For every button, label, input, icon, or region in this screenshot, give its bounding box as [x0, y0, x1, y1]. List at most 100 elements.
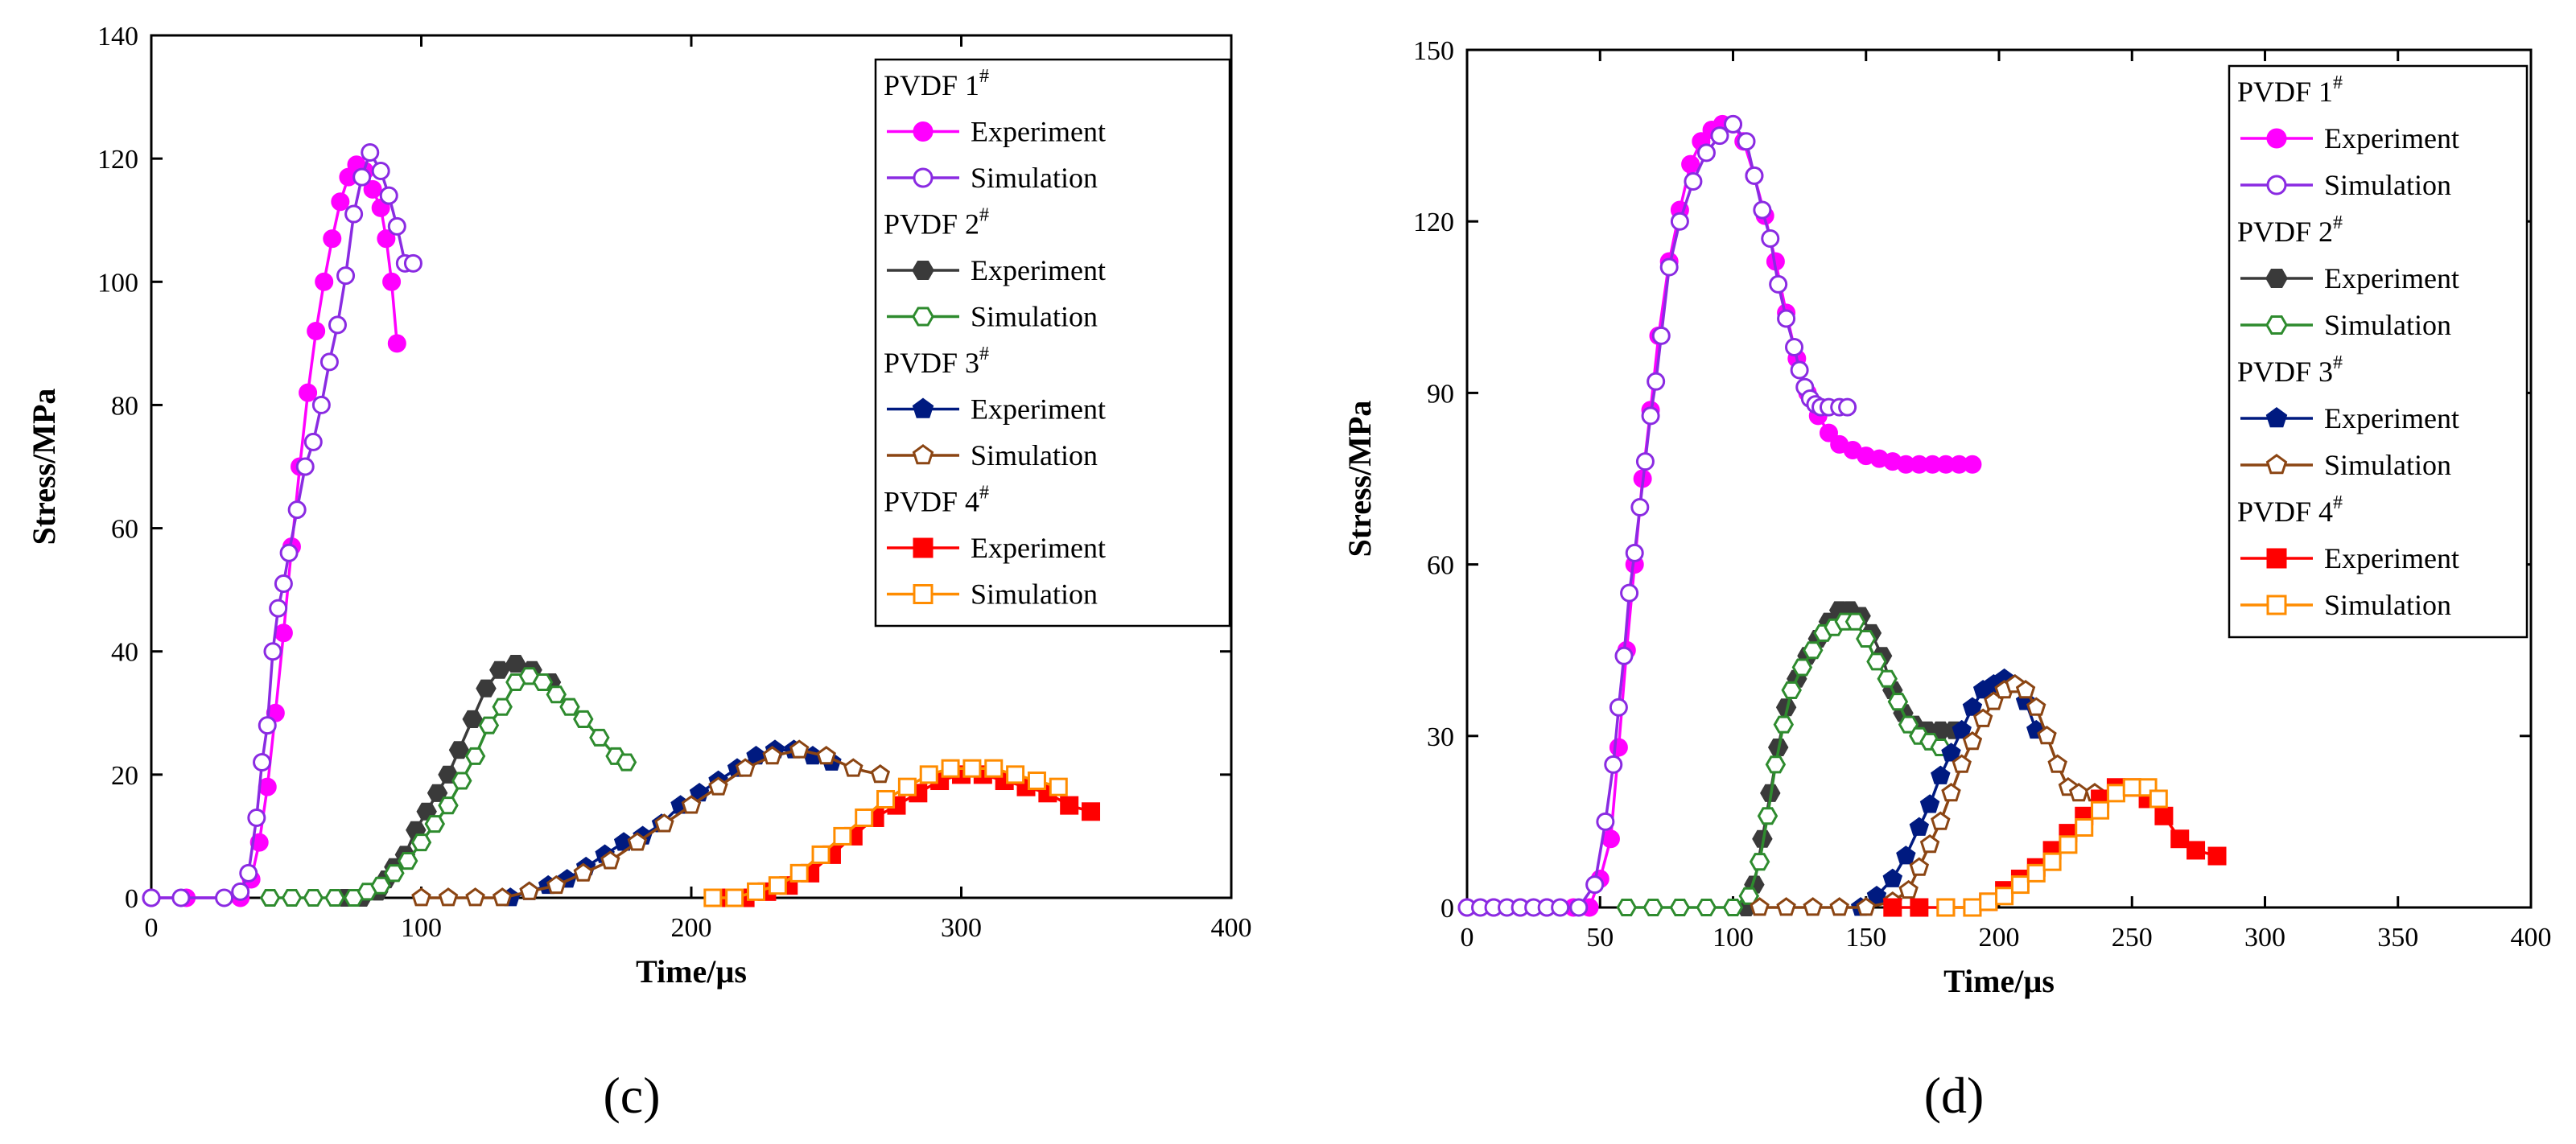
data-point [1962, 697, 1983, 716]
data-point [1753, 200, 1772, 220]
data-point [247, 808, 266, 827]
data-point [876, 789, 896, 809]
data-point [315, 272, 334, 291]
data-point [1585, 875, 1605, 895]
data-point [505, 655, 526, 673]
data-point [1724, 114, 1742, 134]
data-point [1696, 143, 1716, 163]
legend-group-label: PVDF 1 [884, 69, 979, 101]
data-point [1995, 887, 2014, 906]
data-point [1604, 755, 1623, 774]
x-tick-label: 200 [1979, 923, 2020, 953]
data-point [2187, 841, 2206, 860]
data-point [239, 863, 258, 883]
x-axis-title: Time/µs [1943, 963, 2055, 999]
data-point [464, 747, 486, 765]
data-point [281, 889, 303, 907]
data-point [1963, 898, 1982, 917]
data-point [382, 272, 402, 291]
data-point [2149, 789, 2168, 809]
legend-marker [913, 584, 934, 604]
data-point [1909, 857, 1930, 876]
data-point [1601, 829, 1620, 849]
data-point [363, 179, 382, 199]
data-point [941, 759, 960, 778]
data-point [258, 777, 277, 796]
data-point [897, 777, 917, 796]
x-tick-label: 200 [671, 913, 712, 943]
legend-marker [912, 307, 934, 327]
data-point [142, 888, 161, 907]
x-tick-label: 350 [2377, 923, 2418, 953]
data-point [1670, 212, 1689, 231]
data-point [303, 889, 324, 907]
data-point [1614, 646, 1634, 665]
data-point [2037, 725, 2057, 745]
data-point [1791, 658, 1813, 677]
y-tick-label: 120 [97, 145, 138, 175]
data-point [1930, 721, 1952, 739]
legend-group-label: PVDF 4 [2237, 496, 2333, 528]
data-point [1722, 899, 1744, 916]
data-point [269, 599, 288, 618]
data-point [1777, 309, 1796, 328]
legend-entry-label: Simulation [971, 301, 1098, 333]
data-point [546, 874, 567, 895]
data-point [681, 795, 702, 814]
data-point [274, 623, 293, 643]
legend-group-title: PVDF 1# [884, 66, 989, 101]
data-point [231, 882, 250, 901]
data-point [411, 887, 431, 907]
data-point [2026, 863, 2046, 883]
data-point [962, 759, 982, 778]
data-point [438, 887, 459, 907]
legend-entry-label: Simulation [971, 439, 1098, 471]
data-point [1630, 498, 1650, 517]
data-point [1642, 899, 1664, 916]
x-tick-label: 300 [2244, 923, 2285, 953]
legend-entry-label: Experiment [971, 116, 1106, 148]
data-point [451, 772, 472, 790]
y-tick-label: 150 [1413, 36, 1454, 66]
x-tick-label: 400 [1211, 913, 1252, 943]
legend-marker [912, 261, 934, 280]
series-2-1 [1750, 673, 2105, 916]
data-point [448, 741, 470, 759]
x-tick-label: 0 [145, 913, 159, 943]
data-point [2075, 818, 2094, 837]
data-point [1866, 652, 1887, 671]
data-point [768, 876, 787, 895]
data-point [410, 833, 432, 852]
chart-panel-1: 0 50 100 150 200 250 300 350 400 0 30 60 90 120 150 Tim… [1342, 36, 2552, 1124]
data-point [1898, 879, 1919, 899]
data-point [2106, 784, 2125, 803]
legend-marker [2266, 548, 2287, 569]
data-point [1635, 452, 1655, 471]
legend-entry-label: Simulation [2324, 169, 2451, 201]
data-point [1781, 681, 1802, 699]
data-point [1773, 715, 1795, 734]
legend-marker [2266, 128, 2287, 149]
legend-marker [2266, 595, 2287, 615]
data-point [1647, 372, 1666, 391]
legend-group-label: PVDF 2 [2237, 216, 2333, 248]
data-point [1551, 898, 1570, 917]
data-point [311, 395, 331, 414]
data-point [263, 642, 282, 661]
data-point [833, 826, 852, 846]
legend-entry-label: Experiment [2324, 542, 2459, 574]
data-point [2042, 852, 2062, 871]
data-point [465, 887, 485, 907]
data-point [843, 758, 863, 777]
legend-entry-label: Experiment [2324, 262, 2459, 294]
data-point [573, 862, 594, 882]
data-point [1609, 698, 1628, 717]
data-point [1761, 229, 1780, 249]
data-point [2091, 800, 2110, 820]
data-point [816, 746, 836, 765]
data-point [589, 728, 610, 747]
data-point [1972, 708, 1993, 727]
data-point [295, 457, 315, 476]
